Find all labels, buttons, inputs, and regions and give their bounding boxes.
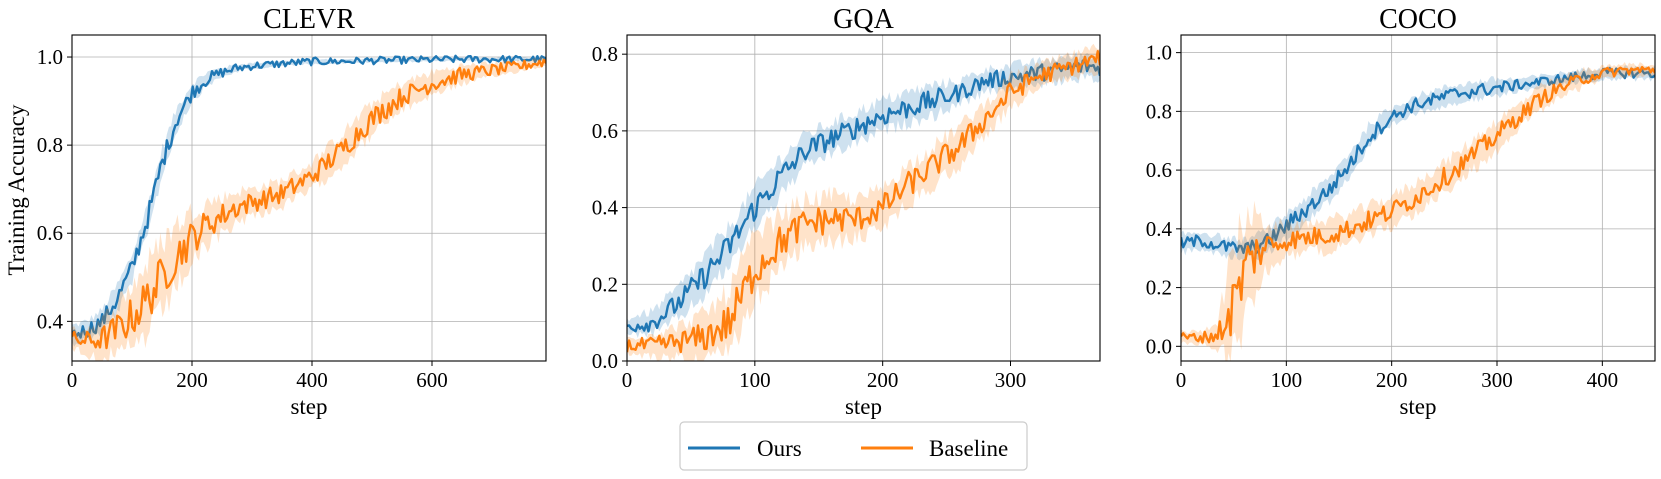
- band-ours: [627, 51, 1100, 339]
- series-line-ours: [627, 58, 1100, 333]
- y-tick-label: 0.2: [1146, 276, 1172, 300]
- x-tick-label: 0: [67, 368, 78, 392]
- band-ours: [1181, 65, 1655, 261]
- chart-title: GQA: [833, 4, 894, 35]
- y-tick-label: 0.8: [37, 133, 63, 157]
- x-axis-label: step: [1399, 394, 1436, 419]
- band-baseline: [1181, 62, 1655, 361]
- y-tick-label: 0.2: [592, 272, 618, 296]
- x-axis-label: step: [845, 394, 882, 419]
- axes-frame: [71, 34, 547, 362]
- x-tick-label: 0: [1176, 368, 1187, 392]
- x-tick-label: 600: [416, 368, 448, 392]
- axes-frame: [626, 34, 1101, 362]
- chart-title: CLEVR: [263, 4, 355, 35]
- legend: Ours Baseline: [679, 421, 1028, 471]
- x-tick-label: 200: [867, 368, 899, 392]
- legend-label-ours: Ours: [757, 436, 802, 461]
- x-tick-label: 0: [622, 368, 633, 392]
- x-tick-label: 400: [1587, 368, 1619, 392]
- y-axis-label: Training Accuracy: [4, 104, 29, 275]
- series-line-baseline: [1181, 65, 1655, 344]
- chart-panel-clevr: 0 200 400 600 0.4 0.6 0.8 1.0 CLEVR step: [37, 4, 547, 419]
- x-tick-label: 200: [176, 368, 208, 392]
- series-line-baseline: [72, 58, 546, 350]
- x-axis-label: step: [290, 394, 327, 419]
- y-tick-label: 0.4: [592, 196, 619, 220]
- plot-area: [627, 43, 1100, 361]
- chart-panel-coco: 0 100 200 300 400 0.0 0.2 0.4 0.6 0.8 1.0 COCO step: [1146, 4, 1656, 419]
- plot-area: [1181, 62, 1655, 361]
- y-tick-label: 0.4: [37, 309, 64, 333]
- y-tick-label: 0.4: [1146, 217, 1173, 241]
- y-tick-label: 0.6: [1146, 158, 1172, 182]
- axes-frame: [1180, 34, 1656, 362]
- band-baseline: [72, 56, 546, 361]
- y-tick-label: 0.6: [592, 119, 618, 143]
- plot-area: [72, 54, 546, 361]
- x-tick-label: 100: [1271, 368, 1303, 392]
- series-line-ours: [1181, 67, 1655, 255]
- chart-panel-gqa: 0 100 200 300 0.0 0.2 0.4 0.6 0.8 GQA step: [592, 4, 1101, 419]
- y-tick-label: 0.0: [1146, 334, 1172, 358]
- x-tick-label: 300: [995, 368, 1027, 392]
- legend-label-baseline: Baseline: [929, 436, 1008, 461]
- y-tick-label: 0.8: [592, 42, 618, 66]
- series-line-ours: [72, 54, 546, 339]
- x-tick-label: 100: [739, 368, 771, 392]
- series-line-baseline: [627, 50, 1100, 354]
- chart-title: COCO: [1379, 4, 1457, 35]
- y-tick-label: 1.0: [37, 45, 63, 69]
- band-baseline: [627, 43, 1100, 361]
- x-tick-label: 400: [296, 368, 328, 392]
- y-tick-label: 0.8: [1146, 99, 1172, 123]
- x-tick-label: 200: [1376, 368, 1408, 392]
- legend-frame: [679, 421, 1028, 471]
- x-tick-label: 300: [1481, 368, 1513, 392]
- y-tick-label: 1.0: [1146, 41, 1172, 65]
- y-tick-label: 0.6: [37, 221, 63, 245]
- chart-panels: 0 200 400 600 0.4 0.6 0.8 1.0 CLEVR step 0 100 200 30…: [37, 4, 1656, 419]
- y-tick-label: 0.0: [592, 349, 618, 373]
